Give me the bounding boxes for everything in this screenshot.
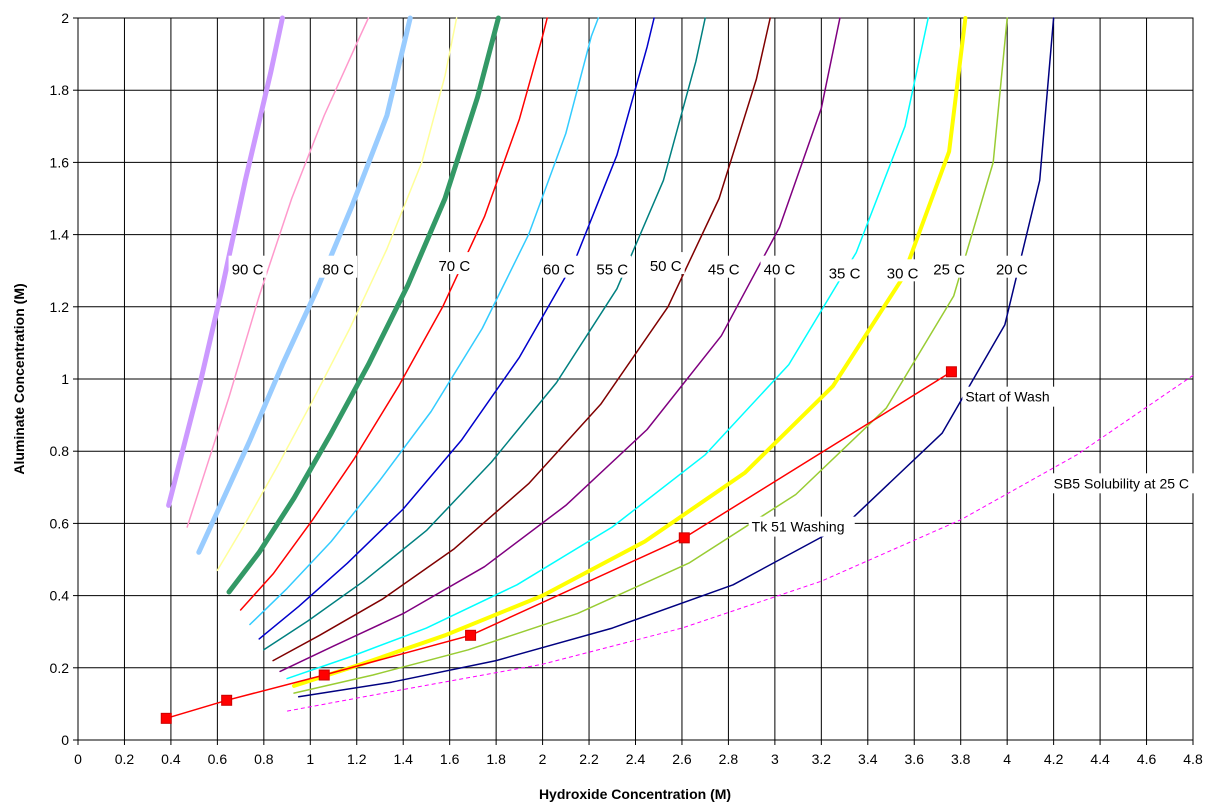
x-tick-label: 2.2 — [579, 751, 599, 767]
x-tick-label: 0.6 — [208, 751, 228, 767]
series-line-70-c — [226, 15, 501, 595]
series-point — [318, 669, 330, 681]
series-line-sb5-solubility-at-25-c — [287, 374, 1194, 712]
series-line-50-c — [258, 17, 655, 640]
curve-label: 35 C — [829, 265, 861, 282]
annotation-label: Tk 51 Washing — [752, 519, 845, 535]
series-line-tk-51-washing — [165, 371, 953, 720]
annotation-bg — [748, 516, 855, 537]
y-tick-label: 0.2 — [50, 660, 70, 676]
series-line-25-c — [292, 16, 968, 688]
x-tick-label: 3.8 — [951, 751, 971, 767]
annotation-label: SB5 Solubility at 25 C — [1054, 475, 1189, 491]
y-tick-label: 1.2 — [50, 299, 70, 315]
x-tick-label: 4.6 — [1137, 751, 1157, 767]
y-axis-ticks: 0 0.2 0.4 0.6 0.8 1 1.2 1.4 1.6 1.8 2 — [50, 10, 78, 748]
y-tick-label: 1 — [61, 371, 69, 387]
y-tick-label: 2 — [61, 10, 69, 26]
series-point — [945, 366, 957, 378]
curve-label: 55 C — [596, 262, 628, 279]
y-tick-label: 0.8 — [50, 443, 70, 459]
x-tick-label: 2 — [539, 751, 547, 767]
curve-label: 80 C — [322, 262, 354, 279]
x-tick-label: 3.2 — [812, 751, 832, 767]
annotation-bg — [962, 386, 1069, 407]
curve-label: 90 C — [232, 262, 264, 279]
y-tick-label: 1.8 — [50, 82, 70, 98]
x-tick-label: 4 — [1003, 751, 1011, 767]
curve-label-bg — [704, 255, 743, 278]
series-line-80-c — [196, 15, 413, 555]
series-line-15-c — [297, 17, 1055, 698]
x-axis-title: Hydroxide Concentration (M) — [539, 786, 731, 802]
curve-label: 50 C — [650, 258, 682, 275]
y-axis-title: Aluminate Concentration (M) — [11, 283, 27, 474]
gridlines — [78, 18, 1193, 740]
y-tick-label: 0.6 — [50, 515, 70, 531]
series-line-20-c — [293, 17, 1008, 694]
series-line-60-c — [239, 17, 548, 611]
curve-label-bg — [646, 252, 685, 275]
curve-label: 40 C — [764, 262, 796, 279]
x-tick-label: 1 — [306, 751, 314, 767]
annotation-label: Start of Wash — [965, 389, 1049, 405]
curve-label-bg — [228, 255, 267, 278]
series-point — [221, 694, 233, 706]
series-line-75-c — [216, 17, 458, 572]
x-tick-label: 4.4 — [1090, 751, 1110, 767]
y-tick-label: 1.6 — [50, 154, 70, 170]
curve-label: 20 C — [996, 262, 1028, 279]
x-tick-label: 0.8 — [254, 751, 274, 767]
series-line-85-c — [186, 17, 370, 528]
series-point — [465, 629, 477, 641]
x-tick-label: 1.6 — [440, 751, 460, 767]
curve-label-bg — [930, 255, 969, 278]
curve-label-bg — [539, 255, 578, 278]
series-point — [160, 712, 172, 724]
x-tick-label: 2.6 — [672, 751, 692, 767]
curve-label: 30 C — [887, 265, 919, 282]
series-line-45-c — [263, 17, 706, 651]
curve-label-bg — [435, 252, 474, 275]
y-tick-label: 1.4 — [50, 227, 70, 243]
x-tick-label: 3.4 — [858, 751, 878, 767]
curve-label: 45 C — [708, 262, 740, 279]
x-tick-label: 0.4 — [161, 751, 181, 767]
curve-label-bg — [883, 259, 922, 282]
x-tick-label: 3.6 — [905, 751, 925, 767]
annotations: Start of Wash Tk 51 Washing SB5 Solubility… — [748, 386, 1227, 537]
series-line-90-c — [166, 15, 285, 508]
curve-labels: 90 C 80 C 70 C 60 C 55 C 50 C 45 C 40 C 35 C 30 C… — [228, 252, 1031, 282]
curve-label: 70 C — [438, 258, 470, 275]
x-tick-label: 4.2 — [1044, 751, 1064, 767]
series-group — [160, 15, 1194, 724]
series-line-40-c — [272, 17, 771, 662]
curve-label-bg — [319, 255, 358, 278]
series-line-55-c — [249, 17, 600, 626]
annotation-bg — [1050, 473, 1227, 494]
curve-label: 25 C — [933, 262, 965, 279]
curve-label-bg — [760, 255, 799, 278]
x-tick-label: 2.4 — [626, 751, 646, 767]
x-tick-label: 1.8 — [486, 751, 506, 767]
series-line-35-c — [279, 17, 841, 673]
x-tick-label: 1.4 — [393, 751, 413, 767]
y-tick-label: 0.4 — [50, 588, 70, 604]
x-axis-ticks: 0 0.2 0.4 0.6 0.8 1 1.2 1.4 1.6 1.8 2 2.2 2.4 2.6 2.8 3… — [74, 740, 1203, 767]
x-tick-label: 3 — [771, 751, 779, 767]
series-point — [678, 532, 690, 544]
y-tick-label: 0 — [61, 732, 69, 748]
curve-label-bg — [992, 255, 1031, 278]
x-tick-label: 4.8 — [1183, 751, 1203, 767]
x-tick-label: 0.2 — [115, 751, 135, 767]
curve-label-bg — [593, 255, 632, 278]
x-tick-label: 1.2 — [347, 751, 367, 767]
x-tick-label: 2.8 — [719, 751, 739, 767]
curve-label-bg — [825, 259, 864, 282]
curve-label: 60 C — [543, 262, 575, 279]
series-line-30-c — [286, 17, 929, 680]
x-tick-label: 0 — [74, 751, 82, 767]
